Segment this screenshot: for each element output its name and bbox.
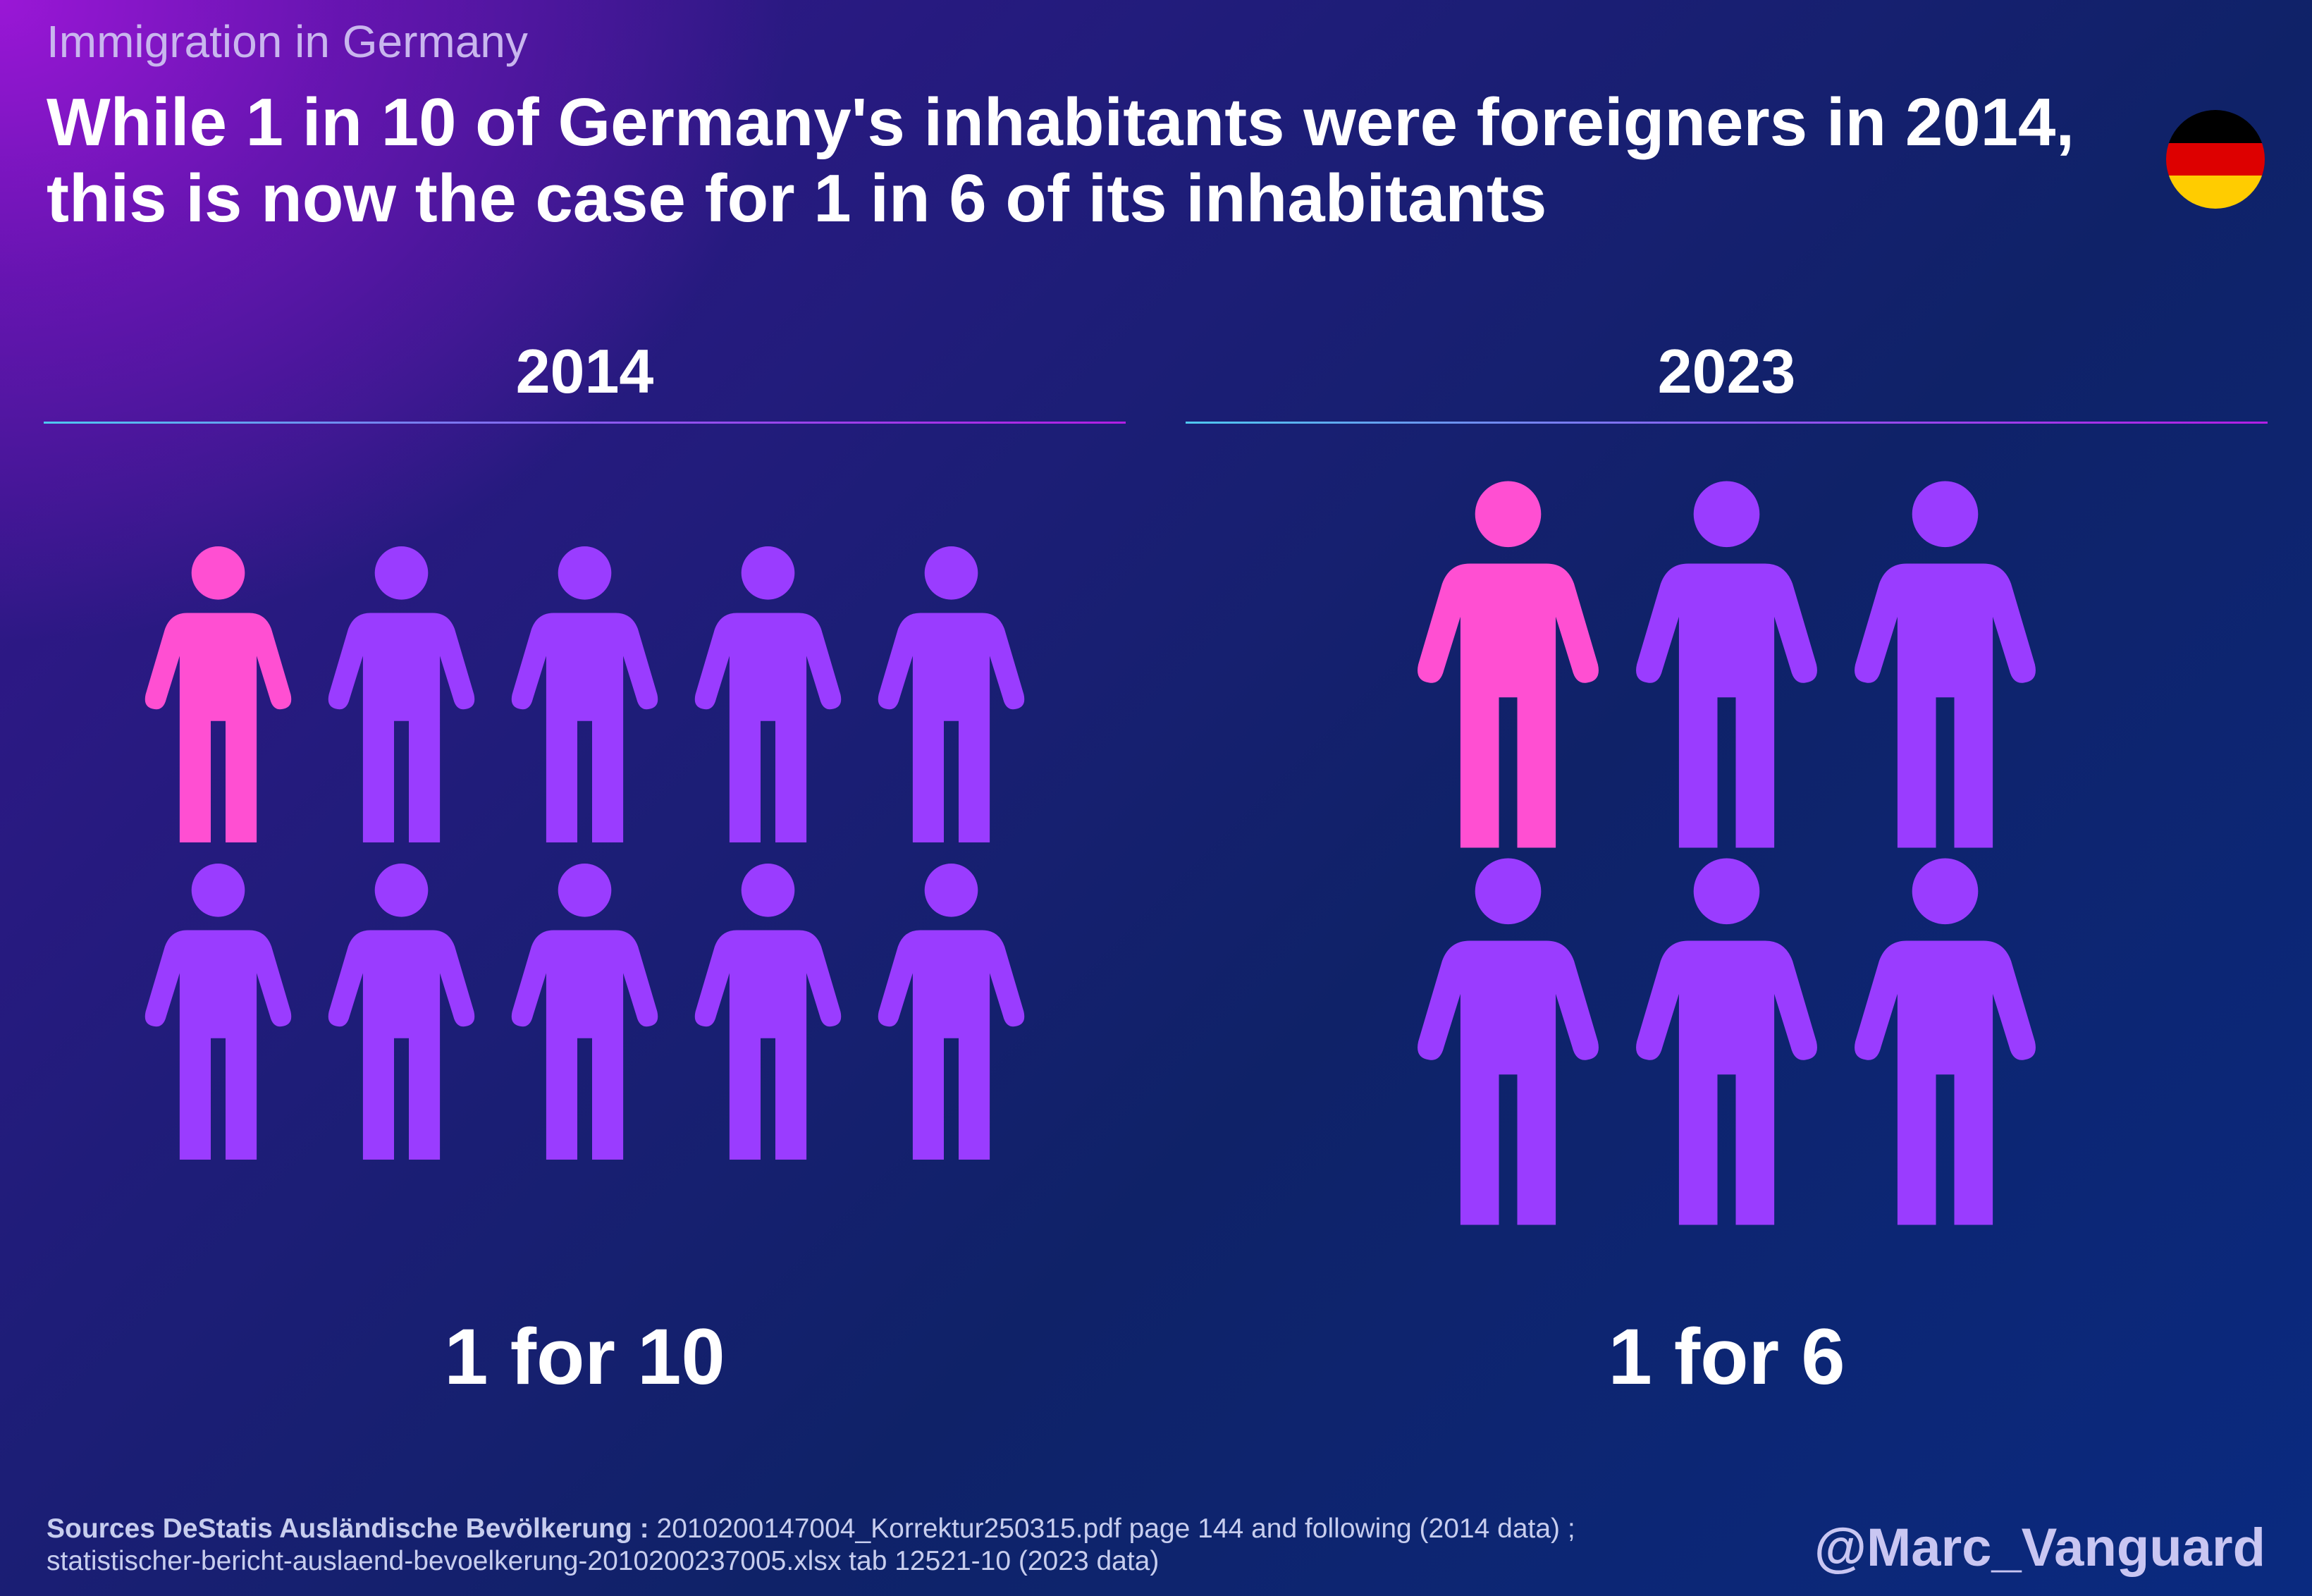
person-icon	[1636, 481, 1817, 848]
person-icon	[694, 546, 842, 842]
person-icon	[878, 546, 1025, 842]
panel-year: 2023	[1657, 336, 1796, 406]
person-icon	[1418, 481, 1599, 848]
person-icon	[328, 546, 475, 842]
sources: Sources DeStatis Ausländische Bevölkerun…	[47, 1513, 1766, 1578]
sources-line1: 2010200147004_Korrektur250315.pdf page 1…	[656, 1514, 1575, 1544]
panel-caption: 1 for 6	[1608, 1313, 1845, 1401]
person-icon	[1418, 858, 1599, 1225]
panel-2023: 2023 1 for 6	[1186, 324, 2268, 1424]
panel-caption: 1 for 10	[444, 1313, 725, 1401]
kicker: Immigration in Germany	[47, 16, 528, 67]
people-grid	[1418, 481, 2036, 1225]
person-icon	[328, 864, 475, 1160]
germany-flag-icon	[2166, 110, 2265, 209]
person-icon	[511, 864, 658, 1160]
panel-year: 2014	[515, 336, 654, 406]
person-icon	[694, 864, 842, 1160]
headline: While 1 in 10 of Germany's inhabitants w…	[47, 85, 2075, 236]
panel-2014: 2014 1 for 10	[44, 324, 1126, 1424]
person-icon	[878, 864, 1025, 1160]
person-icon	[511, 546, 658, 842]
person-icon	[1855, 481, 2036, 848]
people-grid	[144, 546, 1025, 1160]
person-icon	[1855, 858, 2036, 1225]
flag-stripe-black	[2166, 110, 2265, 143]
sources-line2: statistischer-bericht-auslaend-bevoelker…	[47, 1546, 1160, 1576]
divider	[44, 422, 1126, 424]
flag-stripe-red	[2166, 143, 2265, 176]
person-icon	[144, 546, 292, 842]
person-icon	[1636, 858, 1817, 1225]
divider	[1186, 422, 2268, 424]
person-icon	[144, 864, 292, 1160]
flag-stripe-gold	[2166, 176, 2265, 209]
sources-label: Sources DeStatis Ausländische Bevölkerun…	[47, 1514, 649, 1544]
author-handle: @Marc_Vanguard	[1814, 1518, 2265, 1578]
